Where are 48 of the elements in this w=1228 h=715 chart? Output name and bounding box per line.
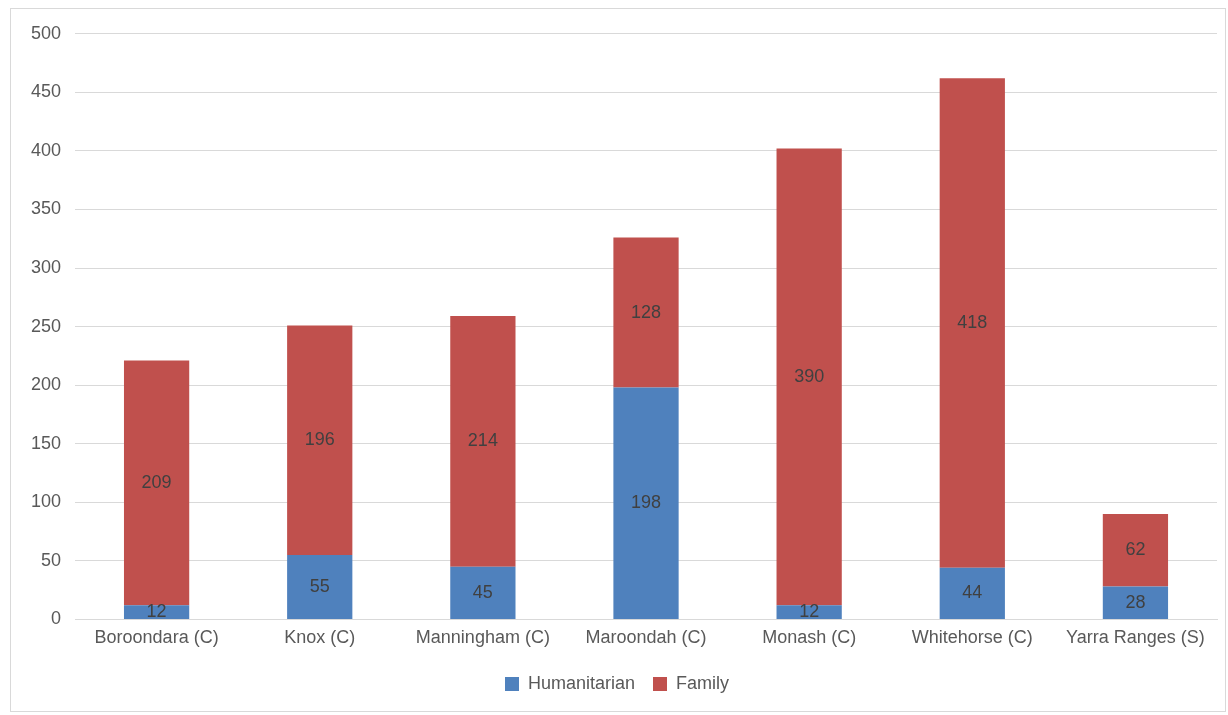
bar: [613, 237, 679, 388]
y-tick-label: 250: [30, 315, 62, 336]
data-label: 45: [472, 581, 493, 602]
y-tick-label: 450: [30, 81, 62, 102]
bar: [450, 316, 516, 567]
legend-label: Humanitarian: [527, 672, 636, 693]
data-label: 128: [630, 301, 662, 322]
y-tick-label: 100: [30, 491, 62, 512]
x-tick-label: Whitehorse (C): [911, 627, 1033, 648]
data-label: 214: [467, 430, 498, 451]
x-tick-label: Manningham (C): [415, 627, 550, 648]
bar: [450, 566, 516, 619]
y-tick-label: 500: [30, 22, 62, 43]
x-tick-label: Maroondah (C): [585, 627, 707, 648]
bar: [1102, 586, 1169, 619]
y-tick-label: 150: [30, 432, 62, 453]
bar: [613, 387, 679, 619]
y-tick-label: 350: [30, 198, 62, 219]
x-tick-label: Boroondara (C): [94, 627, 219, 648]
bar: [776, 605, 842, 619]
y-tick-label: 200: [30, 374, 62, 395]
bar: [123, 360, 190, 606]
y-tick-label: 300: [30, 257, 62, 278]
data-label: 198: [630, 492, 662, 513]
data-label: 12: [146, 601, 167, 622]
legend-label: Family: [676, 672, 730, 693]
y-tick-label: 400: [30, 139, 62, 160]
bar: [1102, 513, 1169, 587]
bar: [776, 148, 842, 606]
bar: [287, 554, 353, 619]
data-label: 390: [794, 365, 825, 386]
data-label: 55: [309, 575, 330, 596]
data-label: 196: [304, 429, 335, 450]
x-tick-label: Yarra Ranges (S): [1066, 627, 1205, 648]
data-label: 12: [799, 601, 820, 622]
data-label: 28: [1125, 591, 1146, 612]
bar: [939, 78, 1005, 568]
x-tick-label: Monash (C): [762, 627, 857, 648]
data-label: 62: [1125, 539, 1146, 560]
bar: [287, 325, 353, 555]
x-tick-label: Knox (C): [284, 627, 356, 648]
data-label: 418: [957, 312, 988, 333]
y-tick-label: 50: [41, 549, 62, 570]
data-label: 209: [141, 471, 172, 492]
data-label: 44: [962, 582, 983, 603]
bar: [123, 605, 190, 619]
bar: [939, 567, 1005, 619]
y-tick-label: 0: [51, 608, 62, 629]
